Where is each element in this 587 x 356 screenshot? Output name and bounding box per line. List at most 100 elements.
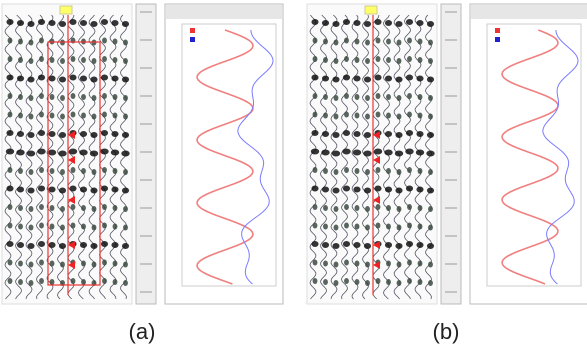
wiggle-event bbox=[38, 241, 45, 247]
wiggle-event bbox=[344, 278, 349, 284]
figure: (a) (b) bbox=[0, 0, 587, 356]
wiggle-event bbox=[60, 225, 65, 231]
wiggle-event bbox=[395, 188, 402, 194]
wiggle-event bbox=[418, 168, 423, 174]
wiggle-event bbox=[428, 40, 433, 46]
wiggle-event bbox=[113, 168, 118, 174]
wiggle-event bbox=[418, 57, 423, 63]
wiggle-event bbox=[376, 204, 381, 210]
wiggle-event bbox=[81, 205, 86, 211]
wiggle-event bbox=[355, 205, 360, 211]
wiggle-event bbox=[113, 261, 118, 267]
wiggle-event bbox=[59, 21, 66, 27]
wiggle-event bbox=[113, 113, 118, 119]
wiggle-event bbox=[101, 186, 108, 192]
wiggle-event bbox=[101, 19, 108, 25]
wiggle-event bbox=[80, 131, 87, 137]
wiggle-event bbox=[376, 112, 381, 118]
wiggle-event bbox=[113, 94, 118, 100]
wiggle-event bbox=[90, 21, 97, 27]
wiggle-event bbox=[111, 131, 118, 137]
wiggle-event bbox=[102, 260, 107, 266]
wiggle-event bbox=[384, 150, 392, 156]
wiggle-event bbox=[353, 20, 360, 26]
wiggle-event bbox=[92, 169, 97, 175]
wiggle-event bbox=[407, 112, 412, 118]
wiggle-event bbox=[18, 39, 23, 45]
wiggle-event bbox=[374, 75, 381, 81]
wiggle-event bbox=[418, 224, 423, 230]
wiggle-event bbox=[123, 262, 128, 268]
wiggle-event bbox=[416, 20, 423, 26]
wiggle-event bbox=[38, 130, 45, 136]
wiggle-event bbox=[48, 131, 55, 137]
wiggle-event bbox=[344, 204, 349, 210]
wiggle-event bbox=[418, 39, 423, 45]
wiggle-event bbox=[90, 132, 97, 138]
wiggle-event bbox=[313, 167, 318, 173]
wiggle-event bbox=[386, 113, 391, 119]
wiggle-event bbox=[386, 39, 391, 45]
wiggle-event bbox=[365, 225, 370, 231]
wiggle-event bbox=[80, 76, 87, 82]
wiggle-event bbox=[50, 261, 55, 267]
wiggle-event bbox=[122, 243, 129, 249]
wiggle-event bbox=[102, 38, 107, 44]
wiggle-event bbox=[376, 223, 381, 229]
wiggle-event bbox=[397, 206, 402, 212]
wiggle-event bbox=[8, 278, 13, 284]
wiggle-event bbox=[343, 130, 350, 136]
wiggle-event bbox=[334, 280, 339, 286]
legend-red bbox=[495, 28, 500, 33]
wiggle-event bbox=[365, 40, 370, 46]
page: (a) (b) (() => { const data = JSON.parse… bbox=[0, 0, 587, 356]
wiggle-event bbox=[374, 186, 381, 192]
wiggle-event bbox=[313, 223, 318, 229]
wiggle-event bbox=[365, 58, 370, 64]
wiggle-event bbox=[365, 206, 370, 212]
wiggle-event bbox=[313, 112, 318, 118]
wiggle-event bbox=[344, 93, 349, 99]
wiggle-event bbox=[313, 93, 318, 99]
wiggle-event bbox=[37, 149, 45, 155]
wiggle-event bbox=[38, 186, 45, 192]
wiggle-event bbox=[6, 130, 13, 136]
wiggle-event bbox=[407, 167, 412, 173]
wiggle-event bbox=[101, 75, 108, 81]
wiggle-event bbox=[69, 75, 76, 81]
wiggle-event bbox=[92, 262, 97, 268]
wiggle-event bbox=[343, 75, 350, 81]
wiggle-event bbox=[322, 187, 329, 193]
wiggle-event bbox=[59, 243, 66, 249]
wiggle-event bbox=[418, 94, 423, 100]
wiggle-event bbox=[334, 58, 339, 64]
wiggle-event bbox=[386, 205, 391, 211]
wiggle-event bbox=[111, 242, 118, 248]
wiggle-event bbox=[344, 112, 349, 118]
wiggle-event bbox=[39, 167, 44, 173]
plot-header bbox=[471, 5, 587, 19]
wiggle-event bbox=[123, 225, 128, 231]
wiggle-event bbox=[60, 114, 65, 120]
wiggle-event bbox=[385, 131, 392, 137]
wiggle-event bbox=[428, 169, 433, 175]
wiggle-event bbox=[355, 57, 360, 63]
wiggle-event bbox=[322, 76, 329, 82]
wiggle-event bbox=[428, 262, 433, 268]
wiggle-event bbox=[407, 223, 412, 229]
wiggle-event bbox=[376, 167, 381, 173]
wiggle-event bbox=[365, 169, 370, 175]
wiggle-event bbox=[90, 243, 97, 249]
wiggle-event bbox=[334, 95, 339, 101]
wiggle-event bbox=[113, 205, 118, 211]
marker bbox=[60, 6, 72, 14]
wiggle-event bbox=[8, 93, 13, 99]
wiggle-event bbox=[81, 57, 86, 63]
wiggle-event bbox=[18, 168, 23, 174]
wiggle-event bbox=[355, 224, 360, 230]
wiggle-event bbox=[123, 95, 128, 101]
wiggle-event bbox=[416, 131, 423, 137]
wiggle-event bbox=[18, 205, 23, 211]
wiggle-event bbox=[365, 95, 370, 101]
wiggle-event bbox=[365, 262, 370, 268]
